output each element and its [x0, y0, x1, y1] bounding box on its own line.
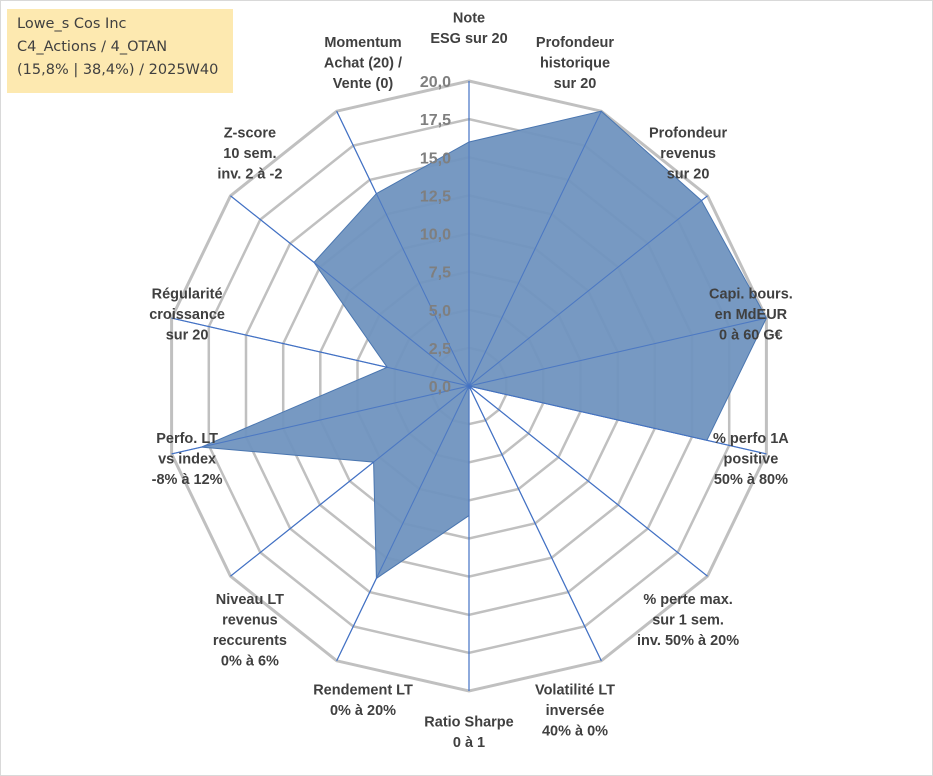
axis-spoke-overlay — [336, 385, 470, 662]
axis-label: ESG sur 20 — [430, 31, 507, 47]
axis-spoke-overlay — [171, 317, 470, 387]
axis-label-group: Niveau LT revenus reccurents 0% à 6% — [213, 592, 287, 670]
axis-label: % perte max. — [643, 592, 732, 608]
axis-spoke-overlay — [468, 317, 767, 387]
axis-label: historique — [540, 56, 610, 72]
axis-label: inversée — [546, 703, 605, 719]
axis-label-group: % perte max. sur 1 sem. inv. 50% à 20% — [637, 592, 739, 649]
tick-label: 12,5 — [420, 188, 451, 205]
axis-spoke-overlay — [468, 110, 602, 387]
axis-label: revenus — [660, 146, 716, 162]
axis-label-group: Rendement LT 0% à 20% — [313, 682, 413, 719]
tick-label: 10,0 — [420, 227, 451, 244]
axis-labels: Note ESG sur 20 Profondeur historique sur 20… — [149, 11, 793, 752]
axis-label: Ratio Sharpe — [424, 715, 513, 731]
axis-label-group: % perfo 1A positive 50% à 80% — [713, 431, 789, 488]
axis-label: Rendement LT — [313, 682, 413, 698]
series-area — [201, 110, 767, 580]
axis-label-group: Note ESG sur 20 — [430, 11, 507, 48]
axis-label-group: Volatilité LT inversée 40% à 0% — [535, 682, 615, 739]
info-company: Lowe_s Cos Inc — [17, 16, 127, 32]
axis-label: Note — [453, 11, 485, 27]
axis-label: positive — [724, 452, 779, 468]
axis-label: Achat (20) / — [324, 56, 402, 72]
axis-label: 50% à 80% — [714, 472, 788, 488]
tick-label: 17,5 — [420, 112, 451, 129]
axis-spoke-overlay — [171, 385, 470, 455]
axis-label: inv. 2 à -2 — [217, 166, 282, 182]
axis-label: Profondeur — [649, 125, 727, 141]
axis-label: en MdEUR — [715, 307, 788, 323]
axis-label: Profondeur — [536, 35, 614, 51]
axis-label: 0% à 6% — [221, 654, 279, 670]
axis-spoke-overlay — [468, 385, 767, 455]
axis-label: reccurents — [213, 633, 287, 649]
axis-label: sur 20 — [554, 76, 597, 92]
tick-label: 2,5 — [429, 341, 451, 358]
axis-spoke-overlay — [468, 385, 708, 577]
axis-label: Z-score — [224, 125, 276, 141]
axis-label-group: Perfo. LT vs index -8% à 12% — [152, 431, 223, 488]
axis-label: 40% à 0% — [542, 723, 608, 739]
axis-spoke-overlay — [468, 385, 602, 662]
tick-labels: 0,0 2,5 5,0 7,5 10,0 12,5 15,0 17,5 20,0 — [420, 74, 451, 396]
tick-label: 5,0 — [429, 303, 451, 320]
axis-label: Vente (0) — [333, 76, 394, 92]
tick-label: 15,0 — [420, 150, 451, 167]
axis-label: 0% à 20% — [330, 703, 396, 719]
axis-label-group: Momentum Achat (20) / Vente (0) — [324, 35, 402, 92]
axis-label: 10 sem. — [223, 146, 276, 162]
tick-label: 7,5 — [429, 265, 451, 282]
axis-spoke-overlay — [468, 195, 708, 387]
axis-spoke-overlay — [230, 385, 470, 577]
info-box: Lowe_s Cos Inc C4_Actions / 4_OTAN (15,8… — [7, 9, 233, 93]
axis-label: -8% à 12% — [152, 472, 223, 488]
axis-spoke-overlay — [336, 110, 470, 387]
axis-label: sur 1 sem. — [652, 613, 724, 629]
axis-label: % perfo 1A — [713, 431, 789, 447]
axis-label-group: Capi. bours. en MdEUR 0 à 60 G€ — [709, 286, 793, 343]
tick-label: 20,0 — [420, 74, 451, 91]
axis-spoke-overlay — [230, 195, 470, 387]
axis-label: Momentum — [324, 35, 401, 51]
axis-label: 0 à 1 — [453, 735, 485, 751]
axis-label-group: Profondeur historique sur 20 — [536, 35, 614, 92]
axis-label-group: Ratio Sharpe 0 à 1 — [424, 715, 513, 752]
axis-label-group: Profondeur revenus sur 20 — [649, 125, 727, 182]
axis-label: revenus — [222, 613, 278, 629]
axis-label: Niveau LT — [216, 592, 284, 608]
axis-label: inv. 50% à 20% — [637, 633, 739, 649]
axis-label-group: Régularité croissance sur 20 — [149, 286, 225, 343]
axis-label: Capi. bours. — [709, 286, 793, 302]
axis-label: Perfo. LT — [156, 431, 218, 447]
axis-label: vs index — [158, 452, 216, 468]
axis-label: Régularité — [152, 286, 223, 302]
axis-label: 0 à 60 G€ — [719, 327, 783, 343]
info-stats: (15,8% | 38,4%) / 2025W40 — [17, 62, 219, 78]
axis-label-group: Z-score 10 sem. inv. 2 à -2 — [217, 125, 282, 182]
tick-label: 0,0 — [429, 379, 451, 396]
axis-label: sur 20 — [166, 327, 209, 343]
axis-label: Volatilité LT — [535, 682, 615, 698]
axis-label: croissance — [149, 307, 225, 323]
info-category: C4_Actions / 4_OTAN — [17, 39, 168, 55]
axis-label: sur 20 — [667, 166, 710, 182]
data-series — [171, 81, 767, 691]
